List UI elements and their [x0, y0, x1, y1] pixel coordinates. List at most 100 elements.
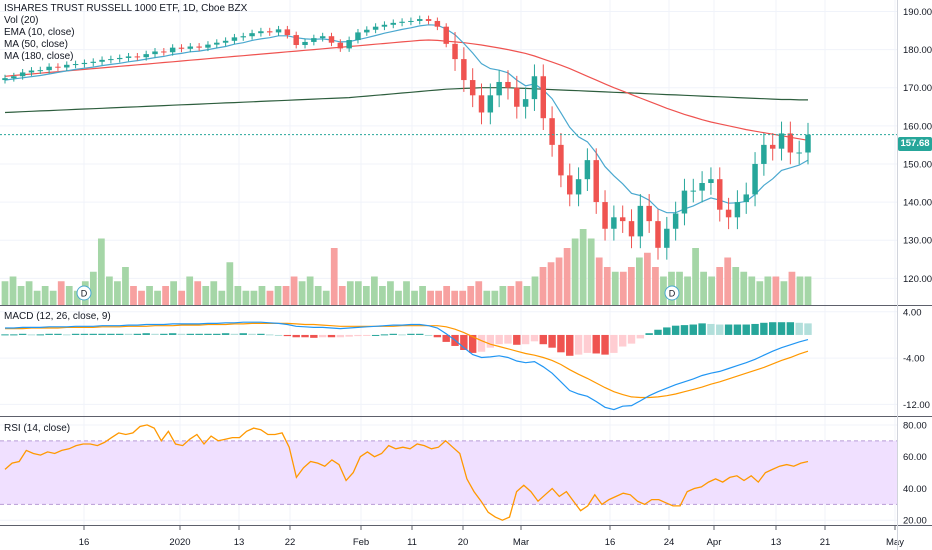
macd-label[interactable]: MACD (12, 26, close, 9): [4, 311, 111, 322]
legend-ma180[interactable]: MA (180, close): [4, 51, 74, 62]
candle-body: [125, 56, 132, 58]
macd-histogram-bar: [768, 322, 777, 335]
volume-bar: [451, 290, 459, 305]
macd-histogram-bar: [592, 334, 600, 354]
macd-histogram-bar: [80, 333, 89, 335]
chart-legend: ISHARES TRUST RUSSELL 1000 ETF, 1D, Cboe…: [4, 3, 247, 63]
candle-body: [81, 62, 88, 65]
macd-histogram-bar: [257, 333, 265, 335]
candle-body: [55, 66, 61, 68]
candle-body: [461, 59, 467, 81]
volume-bar: [403, 281, 410, 305]
candle-body: [258, 31, 264, 34]
macd-histogram-bar: [327, 334, 336, 338]
volume-bar: [483, 290, 491, 305]
legend-ma50[interactable]: MA (50, close): [4, 39, 68, 50]
price-tick-label: 190.00: [903, 7, 932, 18]
candle-body: [514, 87, 520, 107]
macd-tick-label: 4.00: [903, 307, 922, 318]
candle-body: [37, 70, 44, 72]
macd-histogram-bar: [336, 334, 345, 338]
volume-bar: [154, 290, 161, 305]
candle-body: [46, 66, 52, 71]
candle-body: [646, 205, 652, 222]
volume-bar: [258, 286, 266, 305]
macd-histogram-bar: [204, 333, 212, 335]
legend-vol[interactable]: Vol (20): [4, 15, 39, 26]
macd-histogram-bar: [557, 334, 565, 353]
volume-bar: [49, 290, 57, 305]
rsi-tick-label: 80.00: [903, 420, 927, 431]
legend-ema[interactable]: EMA (10, close): [4, 27, 75, 38]
volume-bar: [563, 248, 571, 305]
macd-histogram-bar: [398, 334, 406, 336]
volume-bar: [73, 290, 81, 305]
candle-body: [319, 36, 326, 39]
volume-bar: [89, 271, 97, 305]
macd-histogram-bar: [160, 333, 168, 335]
volume-bar: [146, 286, 153, 305]
candle-body: [364, 29, 370, 33]
volume-bar: [459, 290, 467, 305]
candle-body: [408, 20, 414, 22]
candle-body: [469, 80, 476, 96]
macd-histogram-bar: [124, 333, 133, 335]
macd-pane: [1, 321, 812, 411]
macd-histogram-bar: [530, 334, 539, 342]
candle-body: [346, 40, 352, 49]
candle-body: [2, 78, 8, 81]
candle-body: [725, 209, 732, 218]
candle-body: [337, 42, 344, 49]
macd-histogram-bar: [345, 334, 353, 337]
macd-histogram-bar: [301, 334, 309, 338]
macd-histogram-bar: [521, 334, 530, 345]
macd-histogram-bar: [283, 334, 292, 337]
candle-body: [196, 46, 202, 48]
x-tick-label: 22: [285, 537, 296, 548]
candle-body: [328, 36, 335, 43]
macd-histogram-bar: [751, 323, 759, 335]
ma180-line: [4, 87, 808, 114]
macd-histogram-bar: [486, 334, 495, 348]
candle-body: [434, 20, 441, 27]
macd-histogram-bar: [1, 334, 9, 336]
volume-bar: [443, 286, 451, 305]
macd-histogram-bar: [36, 334, 45, 336]
volume-bar: [362, 286, 370, 305]
x-tick-label: 21: [820, 537, 831, 548]
candle-body: [311, 38, 317, 42]
candle-body: [805, 134, 811, 153]
candle-body: [505, 81, 511, 88]
macd-histogram-bar: [266, 334, 274, 336]
candle-body: [266, 31, 273, 33]
candle-body: [72, 64, 79, 66]
volume-bar: [138, 290, 145, 305]
candle-body: [381, 24, 388, 27]
macd-histogram-bar: [724, 324, 733, 335]
macd-histogram-bar: [795, 322, 803, 335]
volume-bar: [676, 271, 683, 305]
last-price-badge: 157.68: [898, 137, 932, 151]
macd-histogram-bar: [627, 334, 636, 344]
rsi-label[interactable]: RSI (14, close): [4, 423, 71, 434]
candle-body: [672, 213, 679, 229]
macd-histogram-bar: [416, 333, 424, 335]
candle-body: [231, 37, 238, 41]
macd-histogram-bar: [239, 333, 247, 335]
rsi-band: [0, 440, 897, 505]
candle-body: [187, 46, 194, 49]
candle-body: [769, 144, 776, 149]
volume-bar: [515, 281, 523, 305]
candle-body: [11, 76, 17, 79]
macd-line: [5, 321, 809, 411]
macd-signal-line: [5, 322, 809, 399]
candle-body: [602, 202, 608, 229]
macd-histogram-bar: [133, 333, 142, 335]
macd-histogram-bar: [504, 334, 512, 344]
macd-histogram-bar: [424, 334, 433, 336]
volume-bar: [9, 276, 17, 305]
macd-histogram-bar: [168, 333, 177, 335]
candle-body: [64, 64, 70, 68]
